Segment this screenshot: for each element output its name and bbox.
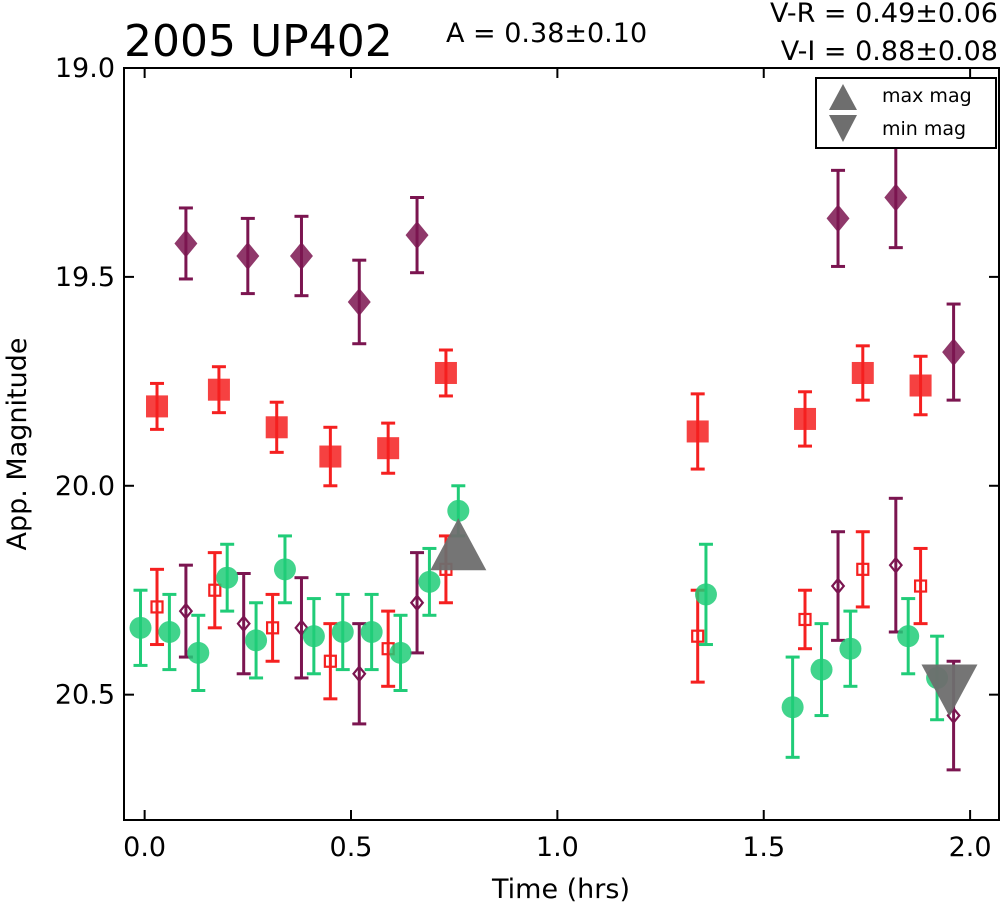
point-square-filled (851, 361, 874, 384)
point-diamond-open (352, 665, 367, 683)
x-axis-label: Time (hrs) (491, 874, 630, 904)
point-square-filled (434, 361, 457, 384)
y-tick-label: 19.5 (55, 262, 115, 293)
color-vi-label: V-I = 0.88±0.08 (781, 36, 998, 67)
y-tick-label: 20.5 (55, 680, 115, 711)
point-circle-filled (129, 616, 152, 639)
point-square-open (856, 562, 870, 576)
point-diamond-open (236, 614, 251, 633)
min-mag-legend-icon (829, 115, 857, 142)
point-circle-filled (302, 625, 325, 648)
point-diamond-filled (236, 242, 260, 270)
legend-label-max-mag: max mag (882, 85, 972, 107)
point-circle-filled (245, 629, 268, 652)
point-circle-filled (418, 570, 441, 593)
point-square-open (208, 583, 222, 597)
point-circle-filled (158, 621, 181, 643)
point-circle-filled (187, 641, 210, 664)
x-tick-label: 2.0 (949, 832, 992, 863)
point-square-filled (794, 407, 817, 430)
point-diamond-filled (826, 204, 850, 233)
point-diamond-open (178, 602, 194, 620)
point-square-filled (686, 420, 709, 443)
data-marks (129, 145, 966, 772)
point-square-filled (207, 378, 230, 401)
x-tick-label: 0.0 (123, 832, 166, 863)
chart-title: 2005 UP402 (124, 16, 393, 67)
point-square-open (323, 654, 337, 668)
max-mag-legend-icon (829, 84, 857, 110)
y-tick-label: 20.0 (55, 471, 115, 502)
point-square-filled (265, 416, 288, 439)
amplitude-label: A = 0.38±0.10 (446, 18, 647, 49)
axis-ticks: 0.0 0.5 1.0 1.5 2.0 19.0 19.5 20.0 20.5 (55, 53, 999, 863)
extreme-markers (430, 518, 978, 717)
x-tick-label: 0.5 (330, 832, 373, 863)
point-square-filled (377, 437, 400, 460)
point-circle-filled (389, 641, 412, 664)
point-diamond-filled (289, 242, 313, 270)
min-mag-marker (921, 664, 978, 717)
point-diamond-filled (884, 183, 908, 212)
point-circle-filled (810, 658, 833, 681)
point-circle-filled (331, 621, 354, 643)
color-vr-label: V-R = 0.49±0.06 (770, 0, 998, 29)
point-circle-filled (781, 696, 804, 719)
point-diamond-open (830, 577, 846, 595)
x-tick-label: 1.0 (536, 832, 579, 863)
point-square-open (913, 579, 928, 593)
plot-frame (123, 67, 1000, 821)
point-circle-filled (360, 621, 383, 643)
point-square-open (265, 621, 280, 635)
max-mag-marker (430, 518, 487, 571)
point-square-open (691, 629, 705, 643)
y-axis-label: App. Magnitude (2, 338, 33, 551)
point-diamond-filled (942, 338, 966, 367)
point-square-filled (146, 395, 169, 418)
point-circle-filled (273, 558, 296, 581)
x-tick-label: 1.5 (742, 832, 785, 863)
legend: max mag min mag (815, 77, 997, 149)
point-square-filled (909, 374, 932, 397)
legend-label-min-mag: min mag (882, 118, 966, 140)
point-circle-filled (694, 583, 717, 606)
point-square-filled (319, 445, 342, 468)
point-circle-filled (897, 625, 920, 648)
point-diamond-open (294, 619, 309, 637)
point-circle-filled (839, 637, 862, 660)
y-tick-label: 19.0 (55, 53, 115, 84)
point-square-open (798, 612, 812, 627)
point-diamond-open (409, 594, 425, 612)
point-diamond-filled (405, 221, 429, 250)
point-circle-filled (447, 499, 470, 522)
point-circle-filled (216, 566, 239, 589)
point-diamond-open (888, 556, 903, 574)
point-diamond-filled (174, 229, 198, 258)
point-square-open (150, 600, 164, 614)
point-diamond-filled (347, 287, 371, 316)
